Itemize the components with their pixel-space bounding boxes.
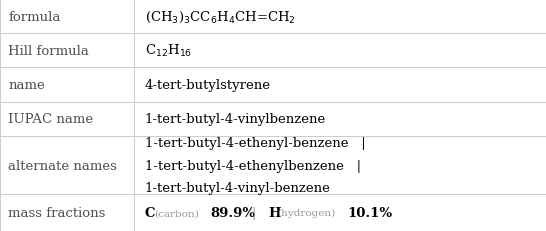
Text: alternate names: alternate names	[8, 159, 117, 172]
Text: 89.9%: 89.9%	[211, 206, 256, 219]
Text: 1-tert-butyl-4-ethenyl-benzene   |: 1-tert-butyl-4-ethenyl-benzene |	[145, 137, 365, 150]
Text: Hill formula: Hill formula	[8, 45, 89, 58]
Text: (carbon): (carbon)	[154, 208, 199, 217]
Text: formula: formula	[8, 11, 61, 24]
Text: C: C	[145, 206, 155, 219]
Text: |: |	[252, 206, 256, 219]
Text: mass fractions: mass fractions	[8, 206, 105, 219]
Text: 10.1%: 10.1%	[347, 206, 393, 219]
Text: 4-tert-butylstyrene: 4-tert-butylstyrene	[145, 79, 271, 92]
Text: 1-tert-butyl-4-ethenylbenzene   |: 1-tert-butyl-4-ethenylbenzene |	[145, 159, 361, 172]
Text: (hydrogen): (hydrogen)	[277, 208, 336, 217]
Text: (CH$_3$)$_3$CC$_6$H$_4$CH=CH$_2$: (CH$_3$)$_3$CC$_6$H$_4$CH=CH$_2$	[145, 9, 295, 25]
Text: C$_{12}$H$_{16}$: C$_{12}$H$_{16}$	[145, 43, 192, 59]
Text: IUPAC name: IUPAC name	[8, 113, 93, 126]
Text: 1-tert-butyl-4-vinyl-benzene: 1-tert-butyl-4-vinyl-benzene	[145, 181, 330, 194]
Text: name: name	[8, 79, 45, 92]
Text: 1-tert-butyl-4-vinylbenzene: 1-tert-butyl-4-vinylbenzene	[145, 113, 326, 126]
Text: H: H	[268, 206, 281, 219]
